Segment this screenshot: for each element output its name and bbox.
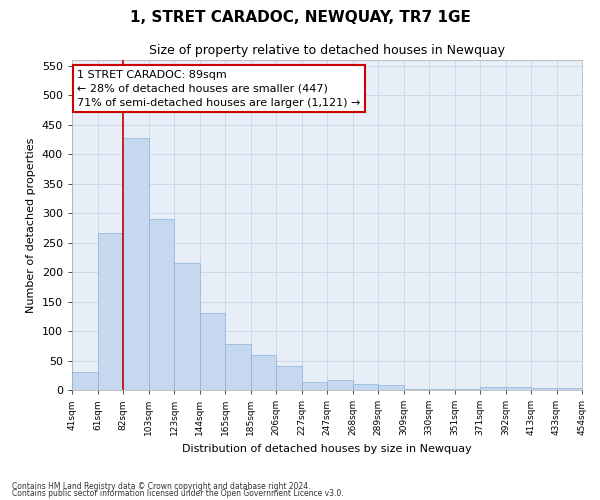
Bar	[97, 232, 123, 390]
Bar	[123, 138, 149, 390]
Bar	[302, 382, 327, 390]
Bar	[505, 387, 531, 390]
X-axis label: Distribution of detached houses by size in Newquay: Distribution of detached houses by size …	[182, 444, 472, 454]
Text: 1 STRET CARADOC: 89sqm
← 28% of detached houses are smaller (447)
71% of semi-de: 1 STRET CARADOC: 89sqm ← 28% of detached…	[77, 70, 361, 108]
Bar	[353, 384, 378, 390]
Bar	[225, 344, 251, 390]
Bar	[557, 388, 582, 390]
Bar	[199, 314, 225, 390]
Text: Contains public sector information licensed under the Open Government Licence v3: Contains public sector information licen…	[12, 490, 344, 498]
Bar	[327, 380, 353, 390]
Bar	[72, 372, 97, 390]
Y-axis label: Number of detached properties: Number of detached properties	[26, 138, 36, 312]
Title: Size of property relative to detached houses in Newquay: Size of property relative to detached ho…	[149, 44, 505, 58]
Bar	[276, 366, 302, 390]
Text: 1, STRET CARADOC, NEWQUAY, TR7 1GE: 1, STRET CARADOC, NEWQUAY, TR7 1GE	[130, 10, 470, 25]
Bar	[531, 388, 557, 390]
Text: Contains HM Land Registry data © Crown copyright and database right 2024.: Contains HM Land Registry data © Crown c…	[12, 482, 311, 491]
Bar	[455, 389, 480, 390]
Bar	[174, 264, 199, 390]
Bar	[378, 384, 404, 390]
Bar	[429, 389, 455, 390]
Bar	[251, 354, 276, 390]
Bar	[149, 218, 174, 390]
Bar	[404, 389, 429, 390]
Bar	[480, 387, 505, 390]
